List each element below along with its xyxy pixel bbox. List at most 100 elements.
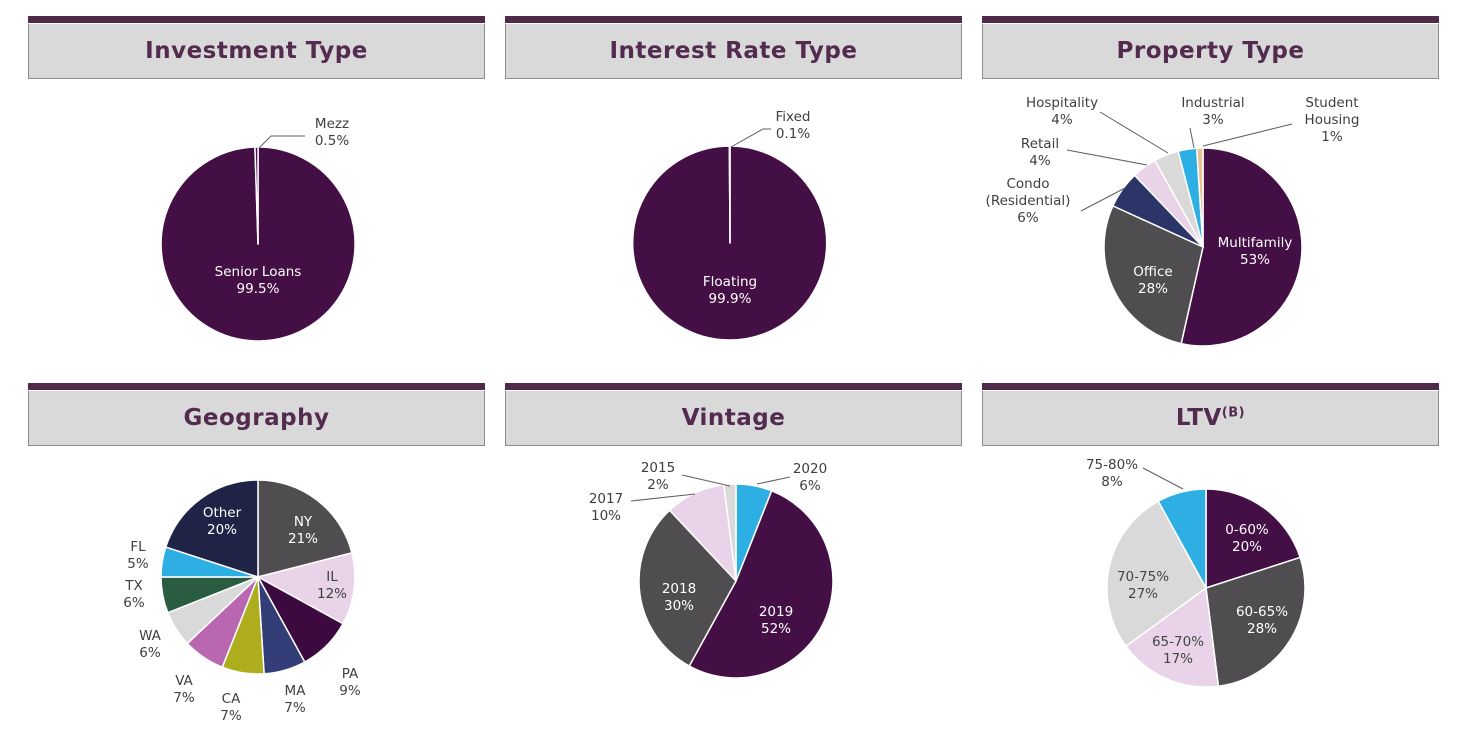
panel-title-interest-rate-type: Interest Rate Type (609, 38, 858, 64)
header-accent-bar (28, 383, 485, 390)
pie-svg-geography: NY21%IL12%PA9%MA7%CA7%VA7%WA6%TX6%FL5%Ot… (123, 479, 361, 724)
pie-label-fl-value: 5% (127, 556, 149, 572)
pie-investment-type: Senior Loans 99.5% Mezz 0.5% (28, 84, 485, 370)
pie-slice-mezz (254, 146, 259, 245)
leader-line-industrial (1189, 127, 1195, 149)
pie-label-fl: FL (130, 539, 146, 555)
leader-line-mezz (258, 135, 305, 149)
pie-slice-60-65 (1205, 556, 1306, 687)
pie-label-pa: PA (342, 666, 359, 682)
header-accent-bar (505, 16, 962, 23)
pie-slice-70-75 (1106, 500, 1207, 647)
leader-line-fixed (730, 128, 771, 148)
panel-title-ltv: LTV(B) (1176, 405, 1245, 431)
pie-label-va-value: 7% (173, 690, 195, 706)
pie-label-75-80: 75-80% (1086, 457, 1138, 473)
pie-label-office: Office (1133, 264, 1172, 280)
panel-vintage: Vintage 2020 6% 2019 52% 2018 30% 2017 10% 2015 2… (505, 383, 962, 748)
pie-slice-student-housing (1195, 147, 1204, 248)
pie-svg-ltv: 0-60%20% 60-65%28% 65-70%17% 70-75%27% 75-80… (1086, 457, 1306, 688)
panel-ltv: LTV(B) 0-60% 20% 60-65% 28% 65-70% 17% 70-75% 2… (982, 383, 1439, 748)
pie-label-condo-residential: Condo (1006, 176, 1049, 192)
pie-label-2015: 2015 (641, 460, 675, 476)
pie-label-65-70: 65-70% (1152, 634, 1204, 650)
pie-label-multifamily: Multifamily (1218, 235, 1293, 251)
pie-label-60-65: 60-65% (1236, 604, 1288, 620)
pie-label-70-75-value: 27% (1128, 586, 1158, 602)
panel-interest-rate-type: Interest Rate Type Floating 99.9% Fixed 0.1… (505, 16, 962, 370)
pie-label-ny-value: 21% (288, 531, 318, 547)
pie-slice-il (257, 552, 356, 625)
leader-line-2015 (681, 474, 731, 487)
pie-label-75-80-value: 8% (1101, 474, 1123, 490)
pie-label-wa: WA (139, 628, 162, 644)
pie-label-fixed-value: 0.1% (776, 126, 810, 142)
header-accent-bar (28, 16, 485, 23)
pie-label-2020-value: 6% (799, 478, 821, 494)
pie-label-student-housing-value: 1% (1321, 129, 1343, 145)
pie-label-senior-loans: Senior Loans (215, 264, 302, 280)
pie-slice-fixed (728, 145, 731, 244)
pie-label-office-value: 28% (1138, 281, 1168, 297)
panel-investment-type: Investment Type Senior Loans 99.5% Mezz 0.5… (28, 16, 485, 370)
leader-line-retail (1066, 149, 1148, 166)
panel-title-geography: Geography (183, 405, 330, 431)
pie-slice-75-80 (1157, 488, 1207, 589)
panel-title-vintage: Vintage (681, 405, 786, 431)
panel-header: Investment Type (28, 24, 485, 79)
panel-title-superscript: (B) (1221, 405, 1246, 421)
pie-vintage: 2020 6% 2019 52% 2018 30% 2017 10% 2015 2% (505, 450, 962, 748)
pie-ltv: 0-60% 20% 60-65% 28% 65-70% 17% 70-75% 27% 75-80… (982, 450, 1439, 748)
pie-geography: NY 21% IL 12% PA 9% MA 7% CA 7% VA 7% WA 6% TX 6% FL 5% Ot… (28, 450, 485, 748)
leader-line-2020 (756, 476, 791, 485)
pie-label-mezz-value: 0.5% (315, 133, 349, 149)
pie-label-0-60: 0-60% (1225, 522, 1269, 538)
header-accent-bar (505, 383, 962, 390)
pie-label-0-60-value: 20% (1232, 539, 1262, 555)
pie-slice-2019 (688, 490, 834, 679)
leader-line-condo-residential (1080, 187, 1126, 212)
panel-header: Vintage (505, 391, 962, 446)
pie-label-student-housing: Housing (1305, 112, 1360, 128)
pie-interest-rate-type: Floating 99.9% Fixed 0.1% (505, 84, 962, 370)
pie-label-va: VA (175, 673, 193, 689)
pie-label-2018-value: 30% (664, 598, 694, 614)
pie-label-2019: 2019 (759, 604, 793, 620)
pie-label-65-70-value: 17% (1163, 651, 1193, 667)
header-accent-bar (982, 16, 1439, 23)
panel-header: Interest Rate Type (505, 24, 962, 79)
panel-property-type: Property Type Multifamily 53% Office 28% Con… (982, 16, 1439, 370)
pie-label-70-75: 70-75% (1117, 569, 1169, 585)
pie-label-pa-value: 9% (339, 683, 361, 699)
pie-label-2017: 2017 (589, 491, 623, 507)
pie-label-2015-value: 2% (647, 477, 669, 493)
header-accent-bar (982, 383, 1439, 390)
pie-label-floating: Floating (703, 274, 757, 290)
panel-header: Geography (28, 391, 485, 446)
panel-header: LTV(B) (982, 391, 1439, 446)
pie-label-2017-value: 10% (591, 508, 621, 524)
pie-property-type: Multifamily 53% Office 28% Condo (Residential… (982, 84, 1439, 370)
pie-slice-multifamily (1180, 147, 1303, 347)
pie-label-mezz: Mezz (315, 116, 349, 132)
pie-label-industrial-value: 3% (1202, 112, 1224, 128)
panel-header: Property Type (982, 24, 1439, 79)
pie-label-retail: Retail (1021, 136, 1059, 152)
panel-title-text: LTV (1175, 405, 1222, 431)
panel-geography: Geography NY 21% IL 12% PA 9% MA 7% CA 7% VA 7% WA 6%… (28, 383, 485, 748)
pie-label-multifamily-value: 53% (1240, 252, 1270, 268)
pie-label-senior-loans-value: 99.5% (237, 281, 280, 297)
pie-label-ny: NY (294, 514, 313, 530)
pie-slice-office (1103, 205, 1204, 345)
pie-label-condo-residential: (Residential) (986, 193, 1071, 209)
pie-label-industrial: Industrial (1181, 95, 1244, 111)
pie-label-hospitality: Hospitality (1026, 95, 1098, 111)
pie-label-ca: CA (222, 691, 241, 707)
panel-title-investment-type: Investment Type (145, 38, 368, 64)
pie-label-wa-value: 6% (139, 645, 161, 661)
pie-label-hospitality-value: 4% (1051, 112, 1073, 128)
pie-label-floating-value: 99.9% (709, 291, 752, 307)
pie-slice-2018 (638, 509, 737, 667)
